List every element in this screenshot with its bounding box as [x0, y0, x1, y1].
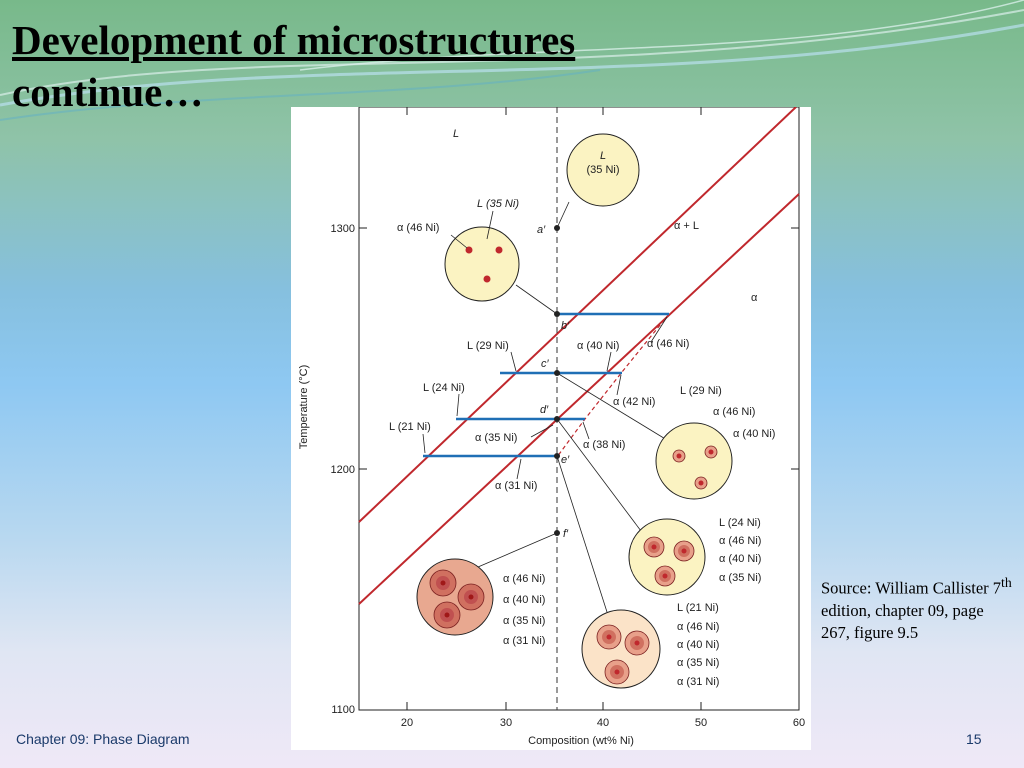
label-e-alpha: α (31 Ni): [495, 480, 537, 492]
source-superscript: th: [1001, 575, 1012, 590]
footer-chapter: Chapter 09: Phase Diagram: [16, 731, 190, 747]
x-axis-label: Composition (wt% Ni): [528, 735, 634, 747]
microstructure-a: L (35 Ni): [557, 134, 639, 228]
x-tick-40: 40: [597, 717, 609, 729]
page-number: 15: [966, 731, 982, 747]
point-a-label: a′: [537, 224, 546, 236]
circle-d-label-alpha46: α (46 Ni): [719, 535, 761, 547]
source-citation: Source: William Callister 7th edition, c…: [821, 572, 1016, 644]
x-tick-30: 30: [500, 717, 512, 729]
label-c-alpha-outer: α (42 Ni): [613, 396, 655, 408]
title-line-2: continue…: [12, 69, 203, 115]
x-tick-50: 50: [695, 717, 707, 729]
phase-diagram-figure: 20 30 40 50 60 1300 1200 1100 Compositio…: [291, 107, 811, 750]
label-e-liquid: L (21 Ni): [389, 421, 431, 433]
circle-f-label-alpha40: α (40 Ni): [503, 594, 545, 606]
title-line-1: Development of microstructures: [12, 17, 575, 63]
y-tick-1100: 1100: [331, 704, 355, 716]
circle-d-label-alpha40: α (40 Ni): [719, 553, 761, 565]
circle-c-label-alpha40: α (40 Ni): [733, 428, 775, 440]
region-alpha-label: α: [751, 292, 758, 304]
source-prefix: Source: William Callister 7: [821, 579, 1001, 598]
circle-a-label-2: (35 Ni): [586, 164, 619, 176]
circle-d-label-alpha35: α (35 Ni): [719, 572, 761, 584]
circle-b-label-liquid: L (35 Ni): [477, 198, 519, 210]
region-liquid-label: L: [453, 128, 459, 140]
circle-f-label-alpha35: α (35 Ni): [503, 615, 545, 627]
circle-a-label-1: L: [600, 150, 606, 162]
source-suffix: edition, chapter 09, page 267, figure 9.…: [821, 601, 984, 642]
circle-b-label-alpha: α (46 Ni): [397, 222, 439, 234]
circle-c-label-liquid: L (29 Ni): [680, 385, 722, 397]
microstructure-b: L (35 Ni) α (46 Ni): [397, 198, 557, 314]
circle-f-label-alpha46: α (46 Ni): [503, 573, 545, 585]
y-tick-1300: 1300: [331, 223, 355, 235]
label-d-alpha-outer: α (38 Ni): [583, 439, 625, 451]
circle-c-label-alpha46: α (46 Ni): [713, 406, 755, 418]
circle-e-label-alpha46: α (46 Ni): [677, 621, 719, 633]
circle-e-label-alpha40: α (40 Ni): [677, 639, 719, 651]
label-b-alpha-right: α (46 Ni): [647, 338, 689, 350]
point-c-label: c′: [541, 358, 550, 370]
microstructure-f: α (46 Ni) α (40 Ni) α (35 Ni) α (31 Ni): [417, 533, 557, 647]
circle-e-label-liquid: L (21 Ni): [677, 602, 719, 614]
x-tick-60: 60: [793, 717, 805, 729]
point-d-label: d′: [540, 404, 549, 416]
alpha-composition-trace: [557, 314, 669, 457]
point-f-label: f′: [563, 528, 569, 540]
y-axis-label: Temperature (°C): [298, 365, 310, 449]
point-e-label: e′: [561, 454, 570, 466]
x-tick-20: 20: [401, 717, 413, 729]
circle-e-label-alpha31: α (31 Ni): [677, 676, 719, 688]
circle-d-label-liquid: L (24 Ni): [719, 517, 761, 529]
region-two-phase-label: α + L: [674, 220, 699, 232]
circle-f-label-alpha31: α (31 Ni): [503, 635, 545, 647]
label-c-liquid: L (29 Ni): [467, 340, 509, 352]
label-c-alpha: α (40 Ni): [577, 340, 619, 352]
circle-e-label-alpha35: α (35 Ni): [677, 657, 719, 669]
slide-title: Development of microstructures continue…: [12, 14, 575, 118]
label-d-liquid: L (24 Ni): [423, 382, 465, 394]
point-b-label: b′: [561, 320, 570, 332]
phase-diagram-svg: 20 30 40 50 60 1300 1200 1100 Compositio…: [291, 107, 811, 750]
y-tick-1200: 1200: [331, 464, 355, 476]
microstructure-c: L (29 Ni) α (46 Ni) α (40 Ni): [557, 373, 775, 499]
label-d-alpha: α (35 Ni): [475, 432, 517, 444]
